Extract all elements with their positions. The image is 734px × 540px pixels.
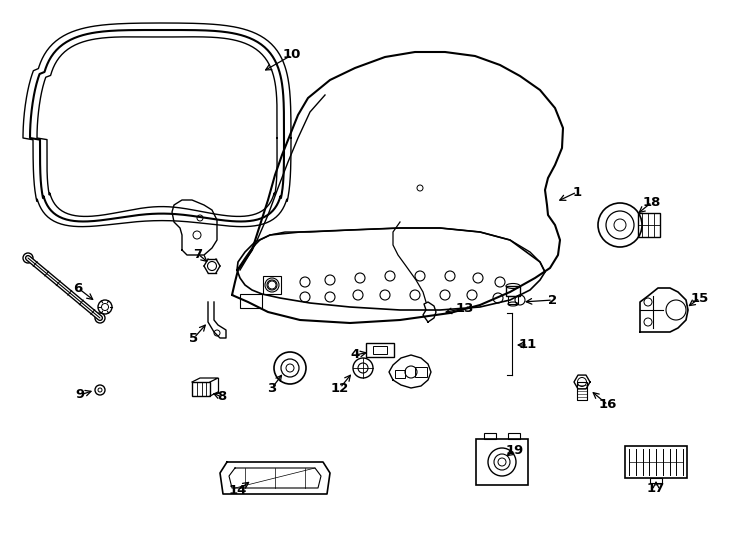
Bar: [373, 346, 387, 354]
Bar: [625, 446, 687, 478]
Text: 9: 9: [76, 388, 84, 402]
Text: 7: 7: [194, 247, 203, 260]
Text: 19: 19: [506, 443, 524, 456]
Text: 17: 17: [647, 482, 665, 495]
Text: 18: 18: [643, 195, 661, 208]
Text: 13: 13: [456, 301, 474, 314]
Text: 3: 3: [267, 381, 277, 395]
Bar: [638, 213, 660, 237]
Bar: [508, 296, 518, 304]
Text: 1: 1: [573, 186, 581, 199]
Bar: [476, 439, 528, 485]
Bar: [508, 433, 520, 439]
Text: 8: 8: [217, 390, 227, 403]
Bar: [415, 367, 427, 377]
Bar: [263, 276, 281, 294]
Bar: [395, 370, 405, 378]
Bar: [506, 286, 520, 296]
Text: 11: 11: [519, 339, 537, 352]
Text: 6: 6: [73, 281, 83, 294]
Text: 12: 12: [331, 381, 349, 395]
Text: 14: 14: [229, 483, 247, 496]
Bar: [484, 433, 496, 439]
Bar: [577, 382, 587, 400]
Text: 2: 2: [548, 294, 558, 307]
Bar: [366, 343, 394, 357]
Bar: [192, 382, 210, 396]
Bar: [650, 478, 662, 483]
Text: 4: 4: [350, 348, 360, 361]
Text: 5: 5: [189, 332, 199, 345]
Text: 15: 15: [691, 292, 709, 305]
Text: 16: 16: [599, 399, 617, 411]
Bar: [240, 294, 262, 308]
Text: 10: 10: [283, 49, 301, 62]
